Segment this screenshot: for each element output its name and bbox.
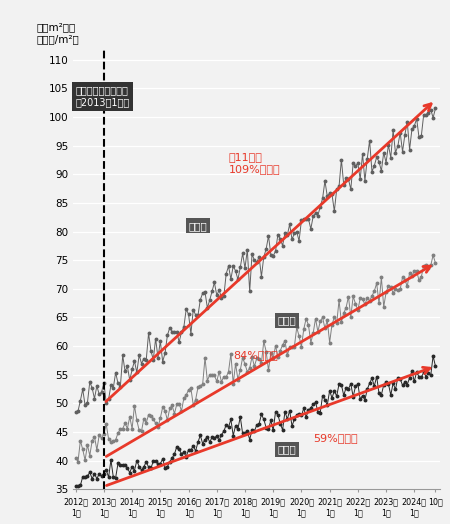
Text: 59%値上り: 59%値上り bbox=[313, 433, 358, 443]
Text: 横浜市: 横浜市 bbox=[278, 444, 297, 454]
Text: 東京都: 東京都 bbox=[189, 221, 207, 231]
Text: 成約m²単価
（万円/m²）: 成約m²単価 （万円/m²） bbox=[36, 23, 79, 44]
Text: 84%値上り: 84%値上り bbox=[233, 350, 278, 359]
Text: 日銀の金融緩和発表
（2013年1月）: 日銀の金融緩和発表 （2013年1月） bbox=[76, 85, 130, 107]
Text: 川崎市: 川崎市 bbox=[278, 315, 297, 325]
Text: 約11年で
109%値上り: 約11年で 109%値上り bbox=[229, 152, 280, 173]
